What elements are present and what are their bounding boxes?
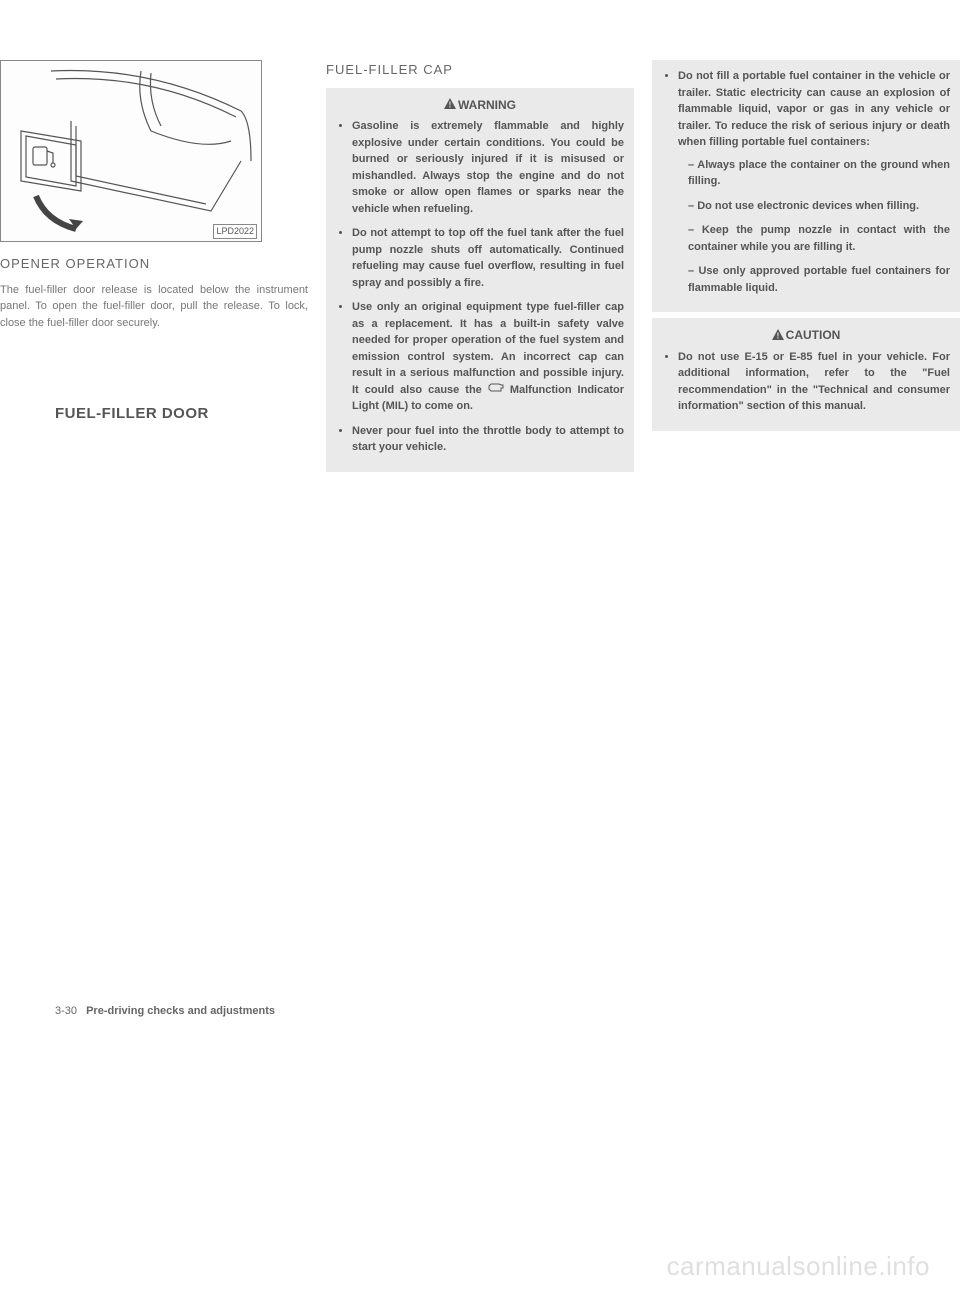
caution-list: Do not use E-15 or E-85 fuel in your veh… (662, 349, 950, 415)
cap-heading: FUEL-FILLER CAP (326, 60, 634, 80)
caution-icon: ! (772, 327, 784, 345)
warning-item: Use only an original equipment type fuel… (352, 299, 624, 415)
fuel-door-release-illustration (1, 61, 261, 241)
warning-lead: Do not fill a portable fuel container in… (678, 70, 950, 148)
warning-subitem: Always place the container on the ground… (688, 157, 950, 190)
warning-item: Do not attempt to top off the fuel tank … (352, 225, 624, 291)
watermark: carmanualsonline.info (667, 1251, 930, 1282)
page-footer: 3-30 Pre-driving checks and adjustments (55, 1005, 275, 1017)
warning-item: Never pour fuel into the throttle body t… (352, 423, 624, 456)
warning-sublist: Always place the container on the ground… (678, 157, 950, 297)
warning-list-cont: Do not fill a portable fuel container in… (662, 68, 950, 296)
svg-text:!: ! (449, 101, 452, 110)
caution-box: ! CAUTION Do not use E-15 or E-85 fuel i… (652, 318, 960, 431)
warning-list: Gasoline is extremely flammable and high… (336, 118, 624, 456)
warning-subitem: Keep the pump nozzle in contact with the… (688, 222, 950, 255)
mil-icon (488, 382, 504, 399)
warning-box: ! WARNING Gasoline is extremely flammabl… (326, 88, 634, 472)
warning-label: WARNING (458, 98, 516, 112)
opener-body: The fuel-filler door release is located … (0, 282, 308, 332)
caution-label: CAUTION (786, 328, 841, 342)
column-3: Do not fill a portable fuel container in… (652, 60, 960, 478)
warning-icon: ! (444, 96, 456, 114)
opener-figure: LPD2022 (0, 60, 262, 242)
caution-header: ! CAUTION (662, 326, 950, 345)
warning-box-cont: Do not fill a portable fuel container in… (652, 60, 960, 312)
section-title: FUEL-FILLER DOOR (55, 405, 209, 422)
page-number: 3-30 (55, 1005, 77, 1017)
warning-item: Do not fill a portable fuel container in… (678, 68, 950, 296)
svg-text:!: ! (776, 331, 779, 340)
warning-header: ! WARNING (336, 96, 624, 115)
figure-label: LPD2022 (213, 224, 257, 240)
opener-heading: OPENER OPERATION (0, 254, 308, 274)
warning-item: Gasoline is extremely flammable and high… (352, 118, 624, 217)
caution-item: Do not use E-15 or E-85 fuel in your veh… (678, 349, 950, 415)
warning-subitem: Do not use electronic devices when filli… (688, 198, 950, 215)
footer-section: Pre-driving checks and adjustments (86, 1005, 275, 1017)
warning-subitem: Use only approved portable fuel containe… (688, 263, 950, 296)
column-2: FUEL-FILLER CAP ! WARNING Gasoline is ex… (326, 60, 634, 478)
